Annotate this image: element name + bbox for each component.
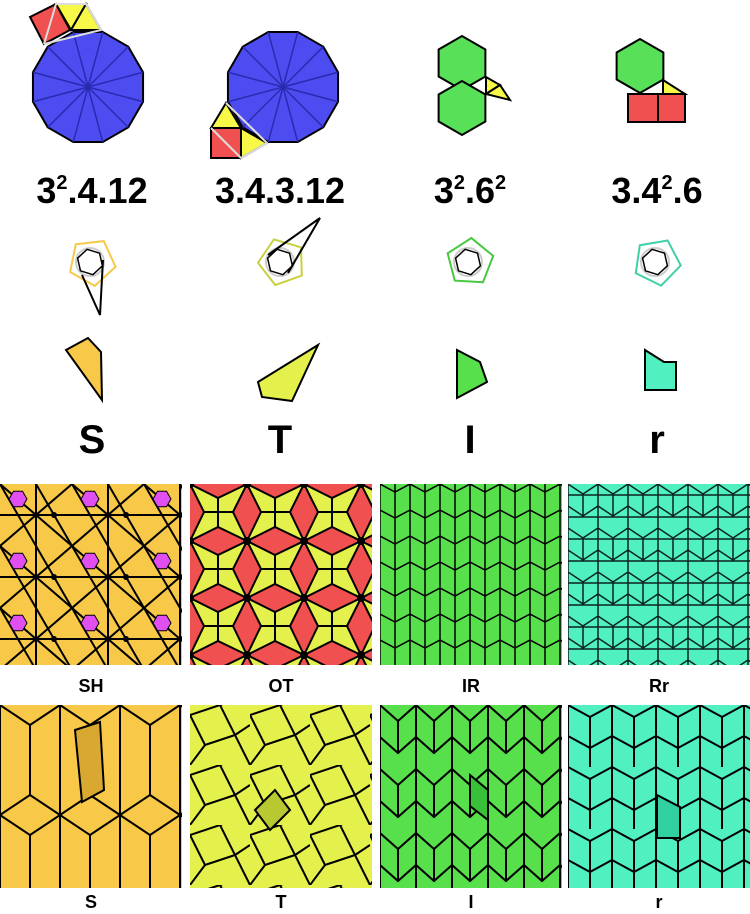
- pattern-label-3: IR: [462, 676, 480, 696]
- vertex-outline-1: [69, 240, 117, 288]
- vertex-outline-2: [256, 238, 303, 287]
- pattern-Rr: [568, 484, 750, 665]
- dodecagon-1: [31, 30, 145, 144]
- tiling-label-4: r: [655, 892, 663, 912]
- pattern-SH: [0, 484, 182, 665]
- tiling-S: [0, 705, 182, 888]
- square-4: [627, 93, 659, 123]
- triangle-4: [662, 78, 689, 95]
- hexagon-4: [615, 37, 665, 95]
- vertex-config-title-2: 3.4.3.12: [214, 170, 346, 211]
- tiling-label-2: T: [275, 892, 287, 912]
- hexagon-3b: [437, 79, 487, 137]
- pattern-label-4: Rr: [648, 676, 669, 696]
- prototile-letter-1: S: [78, 418, 106, 462]
- triangle-2: [209, 101, 243, 129]
- vertex-outline-3: [446, 236, 495, 284]
- pattern-label-1: SH: [78, 676, 104, 696]
- prototile-letter-4: r: [649, 418, 665, 462]
- triangle-2b: [240, 126, 270, 160]
- triangle-1b: [69, 1, 103, 31]
- vertex-hexagon-4: [641, 248, 669, 276]
- pattern-IR: [380, 484, 562, 665]
- vertex-config-title-1: 32.4.12: [36, 170, 148, 211]
- prototile-letter-3: I: [464, 418, 476, 462]
- prototile-r: [644, 348, 677, 391]
- highlight-S: [73, 720, 106, 804]
- pattern-OT: [190, 484, 372, 665]
- square-4b: [657, 93, 686, 123]
- vertex-hexagon-2: [266, 248, 294, 276]
- square-2: [210, 127, 242, 159]
- pattern-label-2: OT: [268, 676, 294, 696]
- triangle-3b: [483, 83, 513, 102]
- hexagon-3a: [437, 34, 487, 92]
- tiling-r: [568, 705, 750, 888]
- prototile-letter-2: T: [267, 418, 293, 462]
- prototile-I: [456, 348, 489, 400]
- highlight-I: [469, 772, 489, 823]
- prototile-S: [64, 336, 104, 404]
- highlight-T: [253, 788, 292, 832]
- triangle-3: [485, 75, 502, 96]
- vertex-hexagon-1: [76, 248, 104, 276]
- tiling-I: [380, 705, 562, 888]
- tiling-label-3: I: [468, 892, 474, 912]
- vertex-config-title-3: 32.62: [433, 170, 507, 211]
- vertex-outline-4: [634, 239, 682, 287]
- vertex-hexagon-3: [454, 248, 482, 276]
- square-1: [28, 2, 72, 46]
- prototile-T: [256, 342, 321, 403]
- vertex-config-title-4: 3.42.6: [611, 170, 703, 211]
- dodecagon-2: [226, 30, 340, 144]
- tiling-T: [190, 705, 372, 888]
- highlight-r: [656, 793, 681, 839]
- triangle-1: [54, 3, 88, 33]
- tiling-label-1: S: [84, 892, 97, 912]
